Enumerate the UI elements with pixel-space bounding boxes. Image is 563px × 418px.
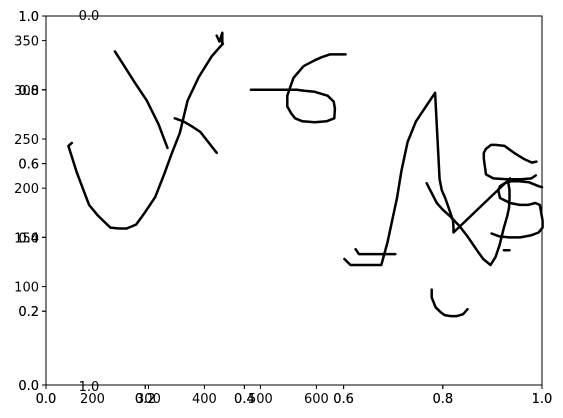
- x-tick-label: 300: [136, 392, 161, 407]
- stroke-9: [482, 143, 538, 181]
- x-tick-label: 0.8: [432, 392, 453, 407]
- stroke-0: [67, 42, 225, 230]
- stroke-3: [113, 50, 169, 150]
- x-tick-label: 1.0: [532, 392, 553, 407]
- x-tick-label: 400: [192, 392, 217, 407]
- stroke-2: [173, 117, 218, 155]
- y-tick-label: 250: [14, 133, 39, 148]
- handwriting-strokes: [67, 31, 544, 318]
- plot-area: [45, 15, 544, 386]
- x-tick-label: 0.4: [234, 392, 255, 407]
- y-tick-label: 100: [14, 281, 39, 296]
- y-tick-label: 0.2: [18, 305, 39, 320]
- stray-bottom-label: 1.0: [79, 380, 100, 395]
- axes-frame: [45, 15, 543, 386]
- y-tick-label: 0.8: [18, 84, 39, 99]
- x-tick-label: 0.2: [135, 392, 156, 407]
- x-tick-label: 0.6: [333, 392, 354, 407]
- x-tick-label: 1.0: [532, 392, 553, 407]
- stroke-7: [430, 288, 469, 318]
- x-tick-label: 0.0: [36, 392, 57, 407]
- y-tick-label: 0.0: [18, 379, 39, 394]
- y-tick-label: 0.0: [18, 379, 39, 394]
- stroke-4: [249, 53, 347, 124]
- y-tick-label: 300: [14, 84, 39, 99]
- stroke-6: [425, 182, 511, 267]
- x-tick-label: 600: [304, 392, 329, 407]
- y-tick-label: 0.4: [18, 231, 39, 246]
- x-tick-label: 0.0: [36, 392, 57, 407]
- y-tick-label: 200: [14, 182, 39, 197]
- x-tick-label: 0.6: [333, 392, 354, 407]
- x-tick-label: 500: [248, 392, 273, 407]
- stroke-10: [490, 180, 544, 239]
- x-tick-label: 0.2: [135, 392, 156, 407]
- y-tick-label: 1.0: [18, 10, 39, 25]
- stroke-11: [354, 247, 397, 256]
- y-tick-label: 0.4: [18, 231, 39, 246]
- y-tick-label: 150: [14, 231, 39, 246]
- y-tick-label: 350: [14, 35, 39, 50]
- y-tick-label: 0.6: [18, 158, 39, 173]
- x-tick-label: 200: [80, 392, 105, 407]
- y-tick-label: 0.2: [18, 305, 39, 320]
- x-tick-label: 0.4: [234, 392, 255, 407]
- y-tick-label: 0.8: [18, 84, 39, 99]
- x-tick-label: 0.8: [432, 392, 453, 407]
- stroke-1: [215, 31, 224, 46]
- stray-top-label: 0.0: [79, 9, 100, 24]
- y-tick-label: 1.0: [18, 10, 39, 25]
- y-tick-label: 0.6: [18, 158, 39, 173]
